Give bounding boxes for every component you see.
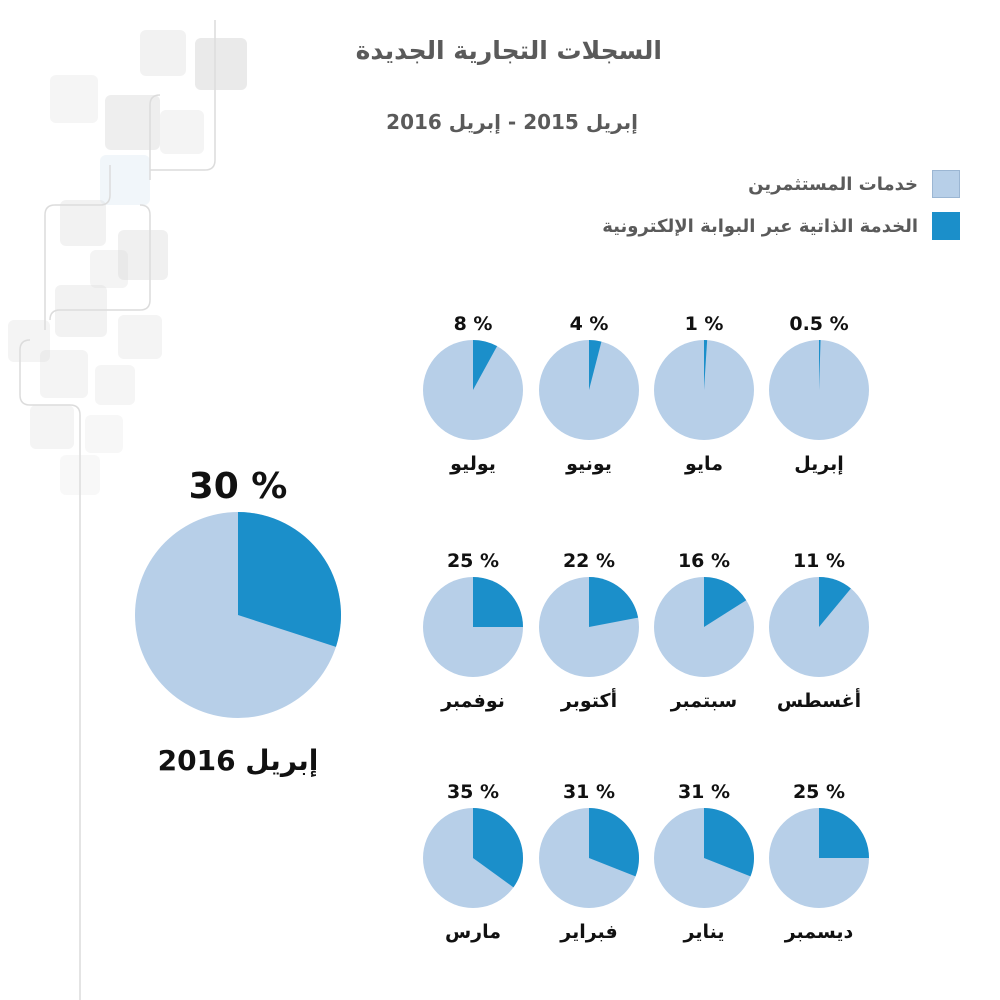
pie-percent-label: 22 % bbox=[563, 550, 615, 572]
pie-self-service-slice bbox=[704, 808, 755, 877]
legend-swatch-self-service bbox=[932, 212, 960, 240]
pie-percent-label: 31 % bbox=[563, 781, 615, 803]
pie-percent-label: 30 % bbox=[189, 466, 288, 507]
legend-label-self-service: الخدمة الذاتية عبر البوابة الإلكترونية bbox=[602, 215, 918, 237]
pie-month-label: مارس bbox=[445, 921, 501, 943]
pie-percent-label: 0.5 % bbox=[789, 313, 848, 335]
pie-percent-label: 31 % bbox=[678, 781, 730, 803]
pie-self-service-slice bbox=[473, 808, 523, 888]
pie-highlight: 30 % إبريل 2016 bbox=[135, 466, 342, 778]
pie-0: 0.5 % إبريل bbox=[769, 313, 869, 475]
pie-month-label: إبريل bbox=[794, 453, 844, 475]
pie-month-label: يناير bbox=[683, 921, 725, 943]
pie-self-service-slice bbox=[473, 340, 498, 390]
pie-self-service-slice bbox=[238, 512, 342, 647]
pie-self-service-slice bbox=[819, 577, 851, 627]
pie-percent-label: 16 % bbox=[678, 550, 730, 572]
legend-label-investor-services: خدمات المستثمرين bbox=[748, 173, 918, 195]
pie-month-label: إبريل 2016 bbox=[158, 744, 319, 778]
pie-self-service-slice bbox=[819, 339, 821, 390]
decorative-background bbox=[8, 20, 247, 1000]
chart-title: السجلات التجارية الجديدة bbox=[355, 36, 662, 65]
pie-self-service-slice bbox=[589, 808, 640, 877]
legend-swatch-investor-services bbox=[932, 170, 960, 198]
pie-month-label: نوفمبر bbox=[440, 690, 505, 712]
pie-self-service-slice bbox=[589, 340, 602, 390]
pie-percent-label: 11 % bbox=[793, 550, 845, 572]
pie-11: 35 % مارس bbox=[423, 781, 523, 943]
pie-self-service-slice bbox=[589, 577, 639, 627]
legend-item-self-service: الخدمة الذاتية عبر البوابة الإلكترونية bbox=[602, 210, 960, 242]
pie-percent-label: 4 % bbox=[570, 313, 609, 335]
pie-percent-label: 1 % bbox=[685, 313, 724, 335]
pie-1: 1 % مايو bbox=[654, 313, 754, 475]
pie-self-service-slice bbox=[704, 340, 708, 390]
pie-percent-label: 35 % bbox=[447, 781, 499, 803]
pie-percent-label: 8 % bbox=[454, 313, 493, 335]
legend-item-investor-services: خدمات المستثمرين bbox=[748, 168, 960, 200]
pie-7: 25 % نوفمبر bbox=[423, 550, 523, 712]
pie-self-service-slice bbox=[819, 808, 869, 858]
pie-self-service-slice bbox=[704, 577, 747, 627]
pie-self-service-slice bbox=[473, 577, 523, 627]
pie-5: 16 % سبتمبر bbox=[654, 550, 754, 712]
pie-month-label: أكتوبر bbox=[560, 688, 617, 712]
pie-2: 4 % يونيو bbox=[539, 313, 639, 475]
pie-6: 22 % أكتوبر bbox=[539, 550, 639, 712]
pie-month-label: يونيو bbox=[565, 453, 612, 475]
pie-percent-label: 25 % bbox=[447, 550, 499, 572]
pie-percent-label: 25 % bbox=[793, 781, 845, 803]
pie-8: 25 % ديسمبر bbox=[769, 781, 869, 943]
pie-month-label: فبراير bbox=[559, 921, 617, 943]
pie-10: 31 % فبراير bbox=[539, 781, 640, 943]
pie-month-label: يوليو bbox=[449, 453, 496, 475]
pie-3: 8 % يوليو bbox=[423, 313, 523, 475]
pie-4: 11 % أغسطس bbox=[769, 550, 869, 712]
pie-month-label: مايو bbox=[684, 453, 723, 475]
chart-subtitle: إبريل 2015 - إبريل 2016 bbox=[386, 110, 638, 134]
pie-month-label: أغسطس bbox=[777, 688, 861, 712]
pie-month-label: سبتمبر bbox=[670, 690, 738, 712]
pie-9: 31 % يناير bbox=[654, 781, 755, 943]
pie-month-label: ديسمبر bbox=[784, 921, 854, 943]
